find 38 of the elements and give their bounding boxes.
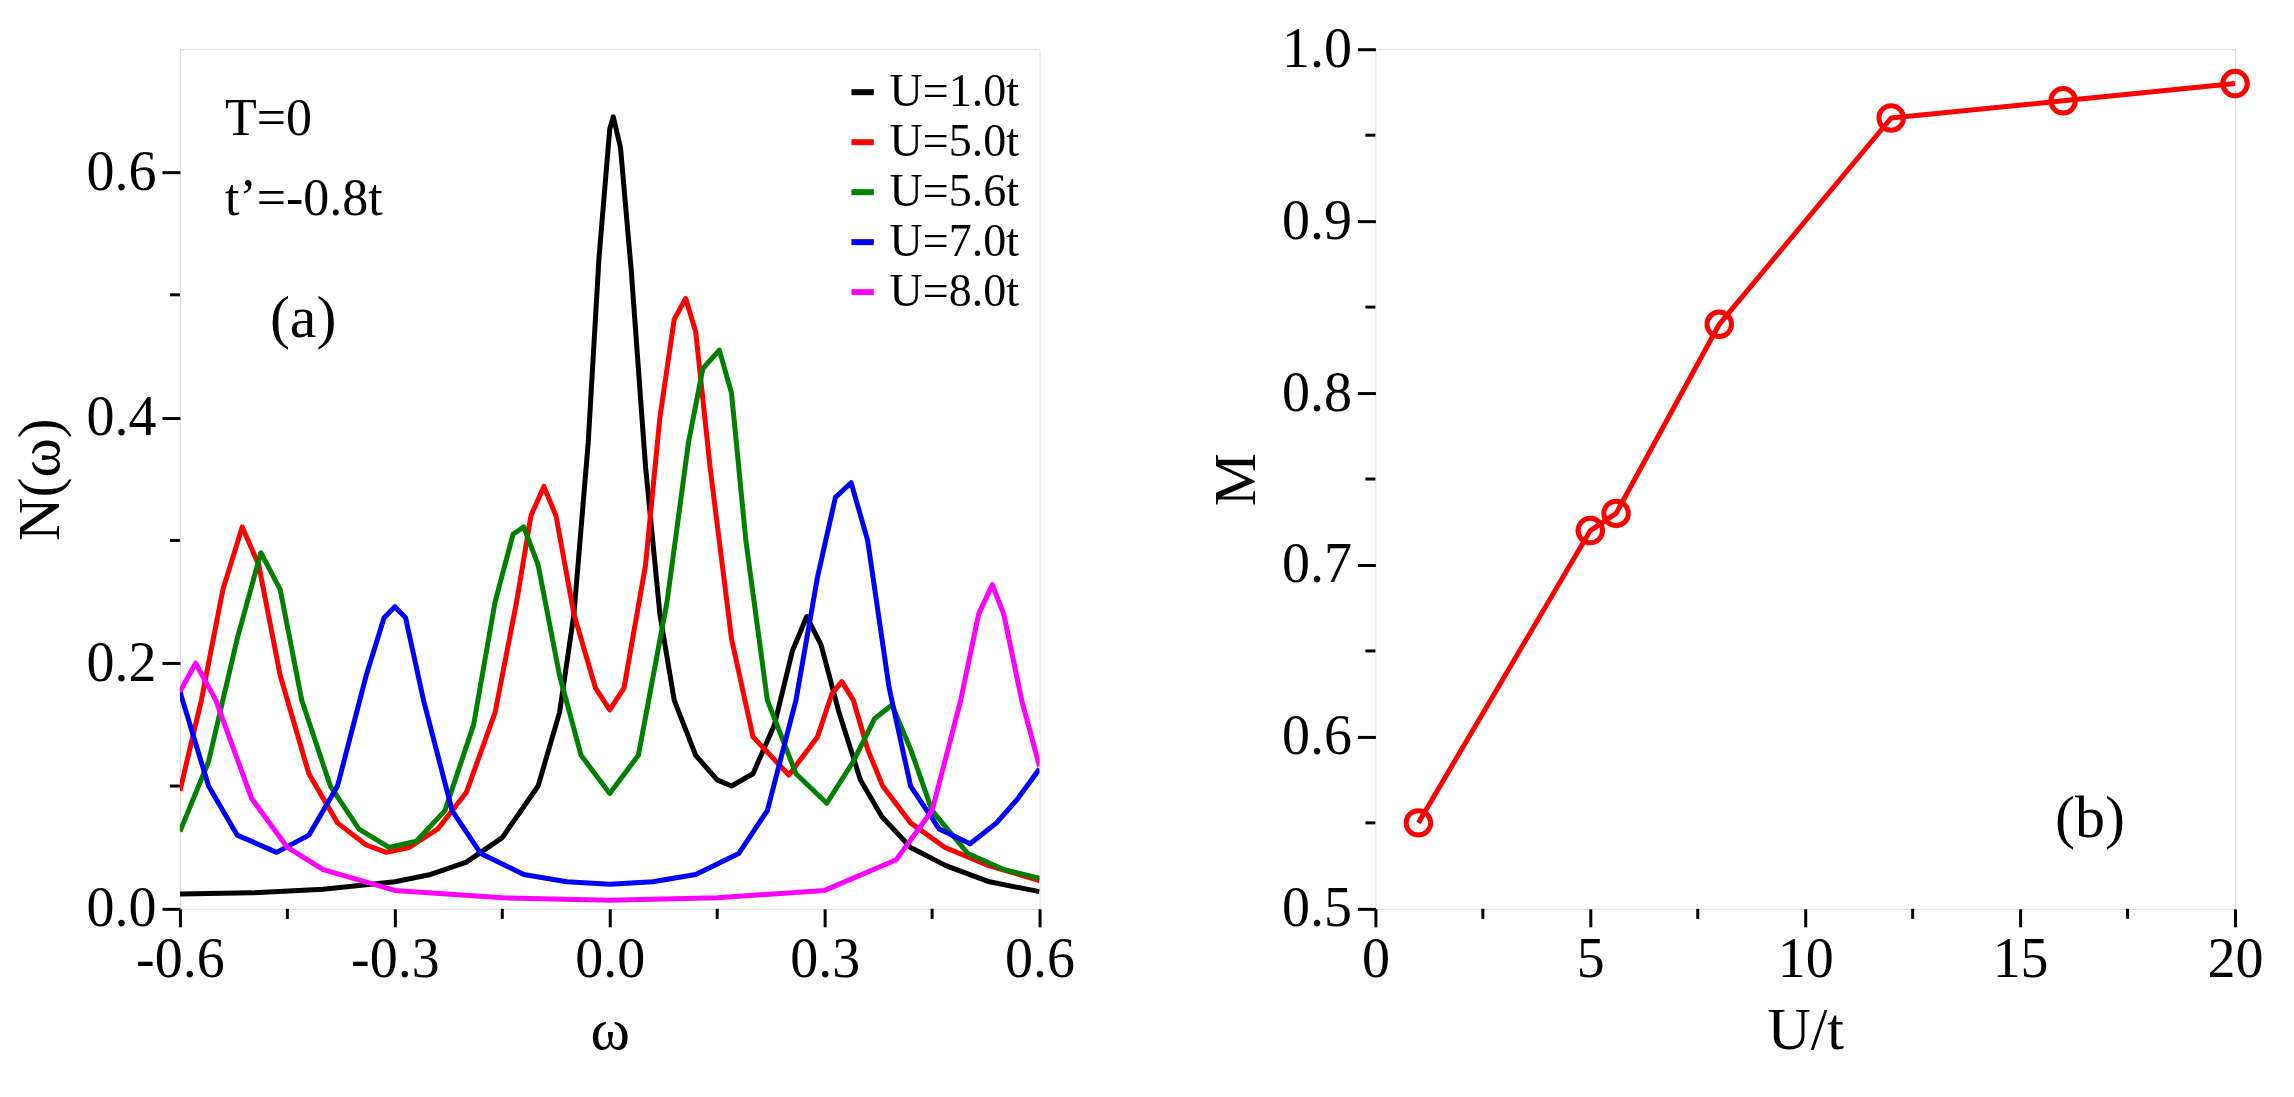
y-tick-label: 0.9 — [1281, 188, 1352, 251]
point — [1601, 498, 1631, 529]
legend-label: U=5.0t — [889, 115, 1020, 167]
x-tick-label: 10 — [1777, 927, 1834, 990]
annotation: t’=-0.8t — [224, 169, 384, 227]
point — [2048, 86, 2078, 116]
point — [1704, 309, 1734, 340]
annotation: (a) — [269, 284, 337, 351]
x-tick-label: 5 — [1576, 927, 1605, 990]
x-axis-title: U/t — [1767, 996, 1845, 1063]
point — [1575, 515, 1606, 546]
legend-label: U=5.6t — [889, 165, 1020, 217]
annotation: T=0 — [224, 89, 312, 147]
y-tick-label: 0.6 — [86, 139, 157, 202]
point — [1403, 808, 1434, 838]
x-tick-label: 0.6 — [1005, 927, 1076, 990]
annotation: (b) — [2055, 783, 2126, 850]
legend-label: U=7.0t — [889, 215, 1020, 267]
y-tick-label: 0.5 — [1281, 876, 1352, 939]
x-tick-label: 20 — [2207, 927, 2264, 990]
x-tick-label: 0.0 — [575, 927, 646, 990]
point — [1876, 103, 1906, 133]
legend-label: U=1.0t — [889, 65, 1020, 117]
y-tick-label: 1.0 — [1281, 16, 1352, 79]
y-tick-label: 0.8 — [1281, 360, 1352, 423]
x-tick-label: 0 — [1361, 927, 1390, 990]
x-tick-label: 0.3 — [790, 927, 861, 990]
x-tick-label: 15 — [1992, 927, 2049, 990]
legend-label: U=8.0t — [889, 265, 1020, 317]
y-tick-label: 0.4 — [86, 385, 157, 448]
y-tick-label: 0.7 — [1281, 532, 1352, 595]
y-tick-label: 0.2 — [86, 630, 157, 693]
x-axis-title: ω — [590, 996, 630, 1063]
y-axis-title: M — [1201, 452, 1268, 507]
y-axis-title: N(ω) — [6, 418, 73, 541]
point — [2220, 68, 2250, 99]
y-tick-label: 0.6 — [1281, 704, 1352, 767]
x-tick-label: -0.3 — [351, 927, 440, 990]
